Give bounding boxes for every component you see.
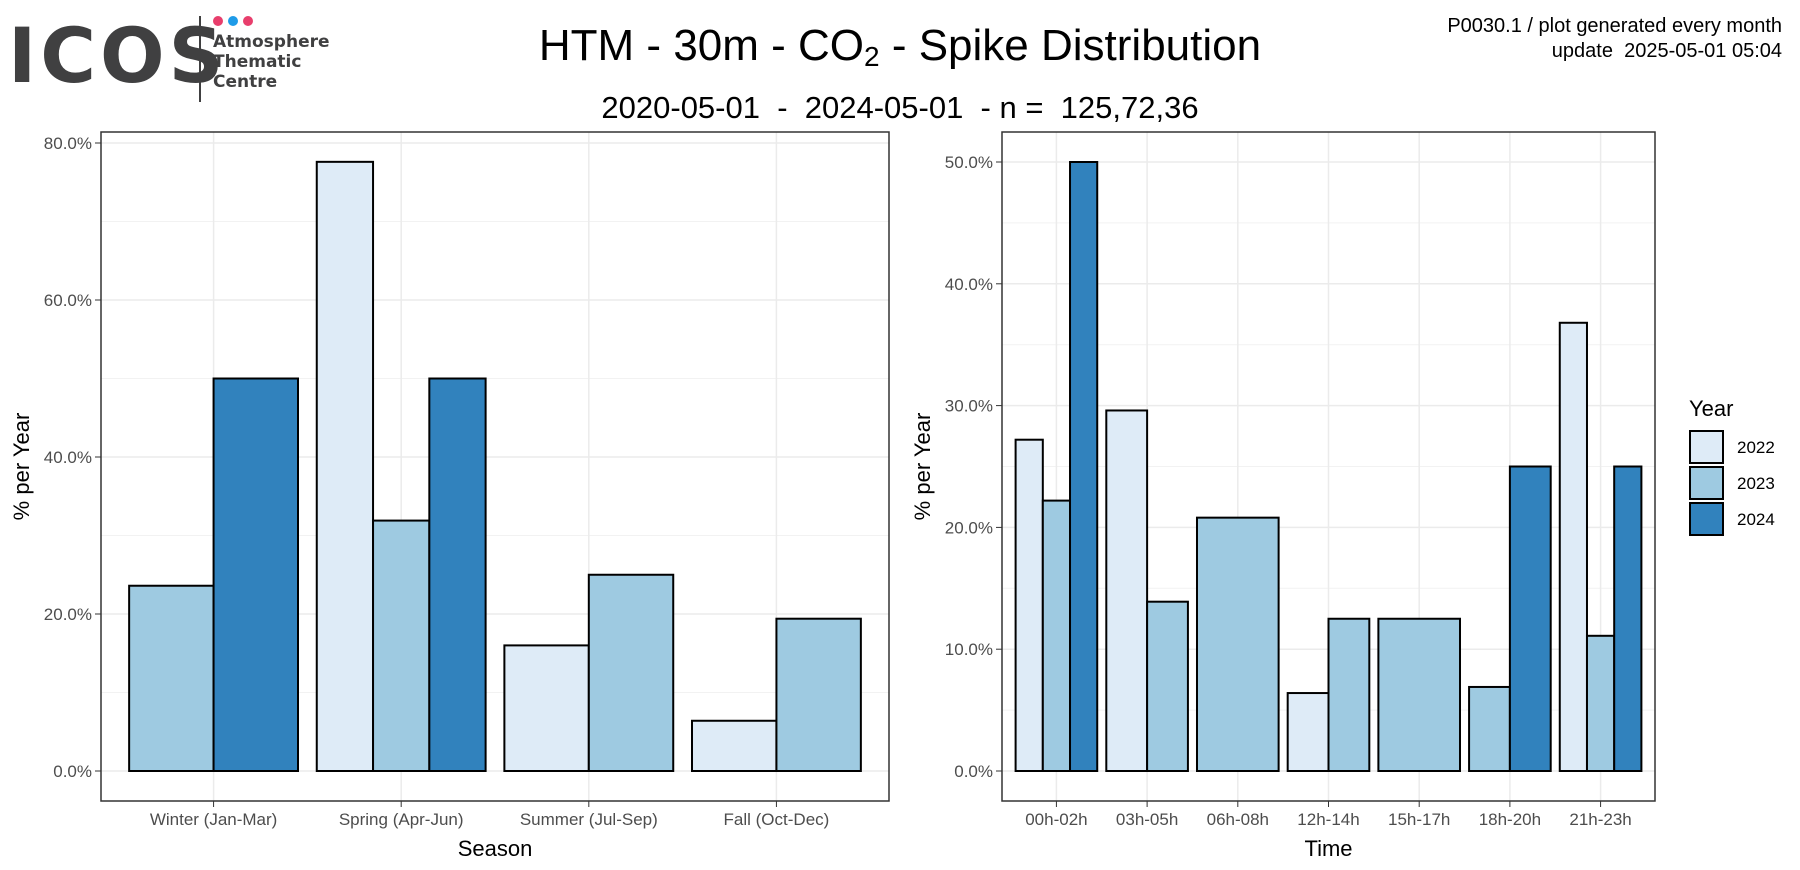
logo-text: Atmosphere Thematic Centre — [213, 32, 330, 92]
y-axis-title: % per Year — [9, 413, 34, 521]
y-tick-label: 30.0% — [945, 397, 993, 416]
bar-Fall (Oct-Dec)-2023 — [775, 617, 862, 773]
x-tick-label: 03h-05h — [1116, 810, 1178, 829]
y-tick-label: 0.0% — [53, 762, 92, 781]
bar-18h-20h-2023 — [1468, 685, 1511, 773]
bar-15h-17h-2023 — [1377, 617, 1462, 772]
bar-03h-05h-2022 — [1105, 409, 1149, 772]
bar-21h-23h-2024 — [1613, 465, 1643, 772]
bar-00h-02h-2022 — [1014, 438, 1044, 772]
bar-12h-14h-2022 — [1286, 692, 1330, 772]
y-tick-label: 40.0% — [945, 275, 993, 294]
bar-Spring (Apr-Jun)-2022 — [315, 160, 375, 772]
bar-18h-20h-2024 — [1508, 465, 1552, 772]
x-tick-label: Spring (Apr-Jun) — [339, 810, 464, 829]
bar-Winter (Jan-Mar)-2023 — [128, 584, 215, 772]
y-axis-title: % per Year — [910, 413, 935, 521]
page-title: HTM - 30m - CO2 - Spike Distribution — [0, 18, 1800, 85]
title-subscript: 2 — [864, 41, 880, 72]
bar-Summer (Jul-Sep)-2022 — [503, 644, 590, 773]
logo-dot-icon — [243, 16, 253, 26]
plot-id-text: P0030.1 / plot generated every month — [1447, 15, 1782, 37]
update-timestamp: update 2025-05-01 05:04 — [1551, 40, 1782, 62]
y-tick-label: 20.0% — [945, 518, 993, 537]
bar-21h-23h-2023 — [1585, 634, 1616, 772]
logo-divider — [199, 16, 201, 102]
x-tick-label: 00h-02h — [1025, 810, 1087, 829]
legend-label: 2023 — [1737, 474, 1775, 493]
x-tick-label: Fall (Oct-Dec) — [724, 810, 830, 829]
chart-panel-2: 0.0% 10.0% 20.0% 30.0% 40.0% 50.0% 00h-02h 03h-… — [910, 131, 1656, 861]
logo-line: Thematic — [213, 52, 302, 72]
logo-dot-icon — [213, 16, 223, 26]
legend-key-2022 — [1689, 430, 1724, 464]
x-axis-title: Season — [458, 836, 533, 861]
plot-meta: P0030.1 / plot generated every month upd… — [1447, 14, 1782, 64]
x-tick-label: Winter (Jan-Mar) — [150, 810, 278, 829]
legend-key-2024 — [1689, 502, 1724, 536]
y-tick-label: 60.0% — [44, 291, 92, 310]
y-tick-label: 0.0% — [954, 762, 993, 781]
legend-label: 2024 — [1737, 510, 1775, 529]
chart-panel-1: 0.0% 20.0% 40.0% 60.0% 80.0% Winter (Jan-Mar)… — [9, 131, 890, 861]
x-tick-label: 15h-17h — [1388, 810, 1450, 829]
x-tick-label: Summer (Jul-Sep) — [520, 810, 658, 829]
y-tick-label: 40.0% — [44, 448, 92, 467]
bar-Fall (Oct-Dec)-2022 — [691, 719, 778, 773]
logo-line: Atmosphere — [213, 32, 330, 52]
legend-key-2023 — [1689, 466, 1724, 500]
logo-wordmark: ICOS — [8, 11, 228, 100]
y-tick-label: 50.0% — [945, 153, 993, 172]
bar-00h-02h-2024 — [1069, 161, 1099, 772]
logo-line: Centre — [213, 72, 278, 92]
y-tick-label: 80.0% — [44, 134, 92, 153]
x-tick-label: 18h-20h — [1479, 810, 1541, 829]
bar-21h-23h-2022 — [1558, 321, 1588, 772]
page-subtitle: 2020-05-01 - 2024-05-01 - n = 125,72,36 — [601, 90, 1199, 125]
bar-Spring (Apr-Jun)-2023 — [372, 519, 431, 773]
legend-label: 2022 — [1737, 438, 1775, 457]
bar-12h-14h-2023 — [1327, 617, 1371, 772]
plot-border — [100, 131, 890, 802]
x-tick-label: 06h-08h — [1207, 810, 1269, 829]
title-suffix: - Spike Distribution — [879, 21, 1262, 70]
icos-logo: ICOS Atmosphere Thematic Centre — [8, 14, 338, 104]
bar-06h-08h-2023 — [1195, 516, 1280, 772]
bar-Summer (Jul-Sep)-2023 — [587, 573, 675, 772]
bar-03h-05h-2023 — [1146, 600, 1189, 772]
bar-00h-02h-2023 — [1041, 499, 1072, 772]
logo-dot-icon — [228, 16, 238, 26]
title-main: HTM - 30m - CO — [538, 21, 865, 70]
bar-Spring (Apr-Jun)-2024 — [428, 377, 487, 772]
bar-Winter (Jan-Mar)-2024 — [212, 377, 299, 772]
y-tick-label: 20.0% — [44, 605, 92, 624]
legend-title: Year — [1689, 396, 1733, 421]
x-tick-label: 12h-14h — [1297, 810, 1359, 829]
x-axis-title: Time — [1304, 836, 1352, 861]
x-tick-label: 21h-23h — [1569, 810, 1631, 829]
y-tick-label: 10.0% — [945, 640, 993, 659]
